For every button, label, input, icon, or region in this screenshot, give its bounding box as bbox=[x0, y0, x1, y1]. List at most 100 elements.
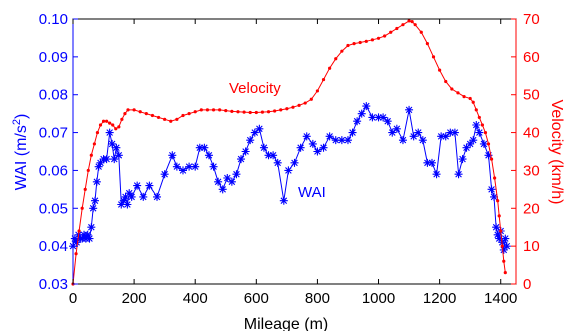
wai-point bbox=[172, 162, 181, 171]
wai-point bbox=[348, 128, 357, 137]
left-tick-label: 0.07 bbox=[39, 125, 68, 142]
wai-point bbox=[133, 181, 142, 190]
wai-point bbox=[246, 136, 255, 145]
velocity-point bbox=[438, 68, 442, 72]
wai-point bbox=[379, 113, 388, 122]
wai-point bbox=[475, 128, 484, 137]
x-axis-title: Mileage (m) bbox=[244, 316, 328, 331]
wai-point bbox=[437, 132, 446, 141]
wai-point bbox=[269, 151, 278, 160]
wai-point bbox=[331, 136, 340, 145]
wai-point bbox=[353, 117, 362, 126]
velocity-point bbox=[199, 108, 203, 112]
x-tick-label: 1200 bbox=[423, 290, 456, 307]
velocity-series bbox=[71, 19, 507, 286]
velocity-point bbox=[89, 153, 93, 157]
velocity-point bbox=[101, 119, 106, 123]
velocity-annotation: Velocity bbox=[229, 80, 281, 97]
velocity-point bbox=[474, 108, 478, 112]
velocity-point bbox=[144, 112, 148, 116]
wai-point bbox=[501, 234, 510, 243]
velocity-point bbox=[493, 176, 497, 180]
wai-point bbox=[450, 128, 459, 137]
wai-point bbox=[290, 158, 299, 167]
wai-point bbox=[168, 151, 177, 160]
wai-point bbox=[200, 143, 209, 152]
velocity-point bbox=[328, 66, 332, 70]
wai-point bbox=[72, 238, 81, 247]
wai-point bbox=[209, 162, 218, 171]
velocity-point bbox=[175, 117, 179, 121]
wai-point bbox=[466, 139, 475, 148]
wai-point bbox=[414, 128, 423, 137]
velocity-point bbox=[352, 42, 356, 46]
wai-point bbox=[241, 147, 250, 156]
wai-point bbox=[409, 132, 418, 141]
wai-point bbox=[418, 136, 427, 145]
right-tick-label: 0 bbox=[523, 276, 531, 293]
right-tick-label: 20 bbox=[523, 200, 540, 217]
velocity-point bbox=[471, 100, 475, 104]
wai-point bbox=[499, 245, 508, 254]
wai-point bbox=[388, 128, 397, 137]
velocity-point bbox=[425, 42, 429, 46]
wai-point bbox=[495, 234, 504, 243]
velocity-point bbox=[389, 30, 393, 34]
velocity-point bbox=[497, 214, 501, 218]
velocity-point bbox=[410, 20, 414, 24]
velocity-point bbox=[395, 26, 399, 31]
wai-point bbox=[218, 185, 227, 194]
right-y-axis: 0 10 20 30 40 50 60 70 bbox=[511, 11, 540, 293]
velocity-line bbox=[72, 20, 506, 285]
x-tick-label: 1000 bbox=[362, 290, 395, 307]
left-tick-label: 0.08 bbox=[39, 87, 68, 104]
wai-point bbox=[472, 121, 481, 129]
wai-point bbox=[296, 143, 305, 152]
x-tick-label: 200 bbox=[122, 290, 147, 307]
plot-frame bbox=[72, 18, 517, 285]
right-tick-label: 40 bbox=[523, 125, 540, 142]
velocity-point bbox=[502, 259, 506, 263]
velocity-point bbox=[205, 108, 210, 112]
wai-point bbox=[121, 192, 130, 201]
velocity-point bbox=[291, 105, 295, 109]
wai-point bbox=[123, 200, 132, 209]
velocity-point bbox=[364, 39, 368, 43]
wai-point bbox=[89, 204, 98, 213]
wai-point bbox=[119, 196, 128, 205]
velocity-point bbox=[489, 157, 494, 161]
wai-point bbox=[484, 151, 493, 160]
right-tick-label: 70 bbox=[523, 11, 540, 28]
wai-point bbox=[357, 109, 366, 118]
wai-point bbox=[114, 151, 123, 160]
velocity-point bbox=[370, 38, 375, 42]
velocity-point bbox=[80, 206, 84, 210]
velocity-point bbox=[383, 34, 387, 38]
velocity-point bbox=[211, 108, 216, 112]
wai-point bbox=[492, 223, 501, 232]
wai-point bbox=[493, 230, 502, 239]
wai-point bbox=[70, 234, 79, 243]
velocity-point bbox=[334, 57, 338, 61]
velocity-point bbox=[285, 107, 289, 111]
wai-point bbox=[250, 128, 259, 137]
velocity-point bbox=[95, 130, 100, 135]
wai-point bbox=[405, 105, 414, 114]
velocity-point bbox=[321, 77, 326, 82]
velocity-point bbox=[242, 110, 246, 114]
x-tick-label: 0 bbox=[69, 290, 77, 307]
velocity-point bbox=[480, 123, 484, 127]
velocity-point bbox=[218, 108, 222, 112]
velocity-point bbox=[462, 95, 466, 99]
velocity-point bbox=[419, 30, 423, 34]
wai-point bbox=[325, 132, 334, 141]
wai-point bbox=[223, 174, 232, 182]
velocity-point bbox=[477, 115, 481, 120]
wai-point bbox=[191, 162, 200, 171]
right-tick-label: 30 bbox=[523, 162, 540, 179]
wai-point bbox=[178, 166, 187, 175]
velocity-point bbox=[98, 123, 103, 127]
x-tick-label: 600 bbox=[244, 290, 269, 307]
right-tick-label: 10 bbox=[523, 238, 540, 255]
wai-point bbox=[446, 128, 455, 137]
